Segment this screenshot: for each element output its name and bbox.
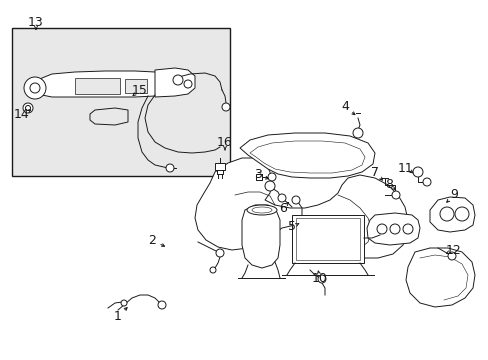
Circle shape xyxy=(216,249,224,257)
Text: 5: 5 xyxy=(287,220,295,234)
Circle shape xyxy=(391,191,399,199)
Bar xyxy=(291,215,363,263)
Text: 8: 8 xyxy=(384,179,392,192)
Text: 13: 13 xyxy=(28,15,44,28)
Polygon shape xyxy=(195,158,407,258)
Text: 6: 6 xyxy=(279,202,286,215)
Circle shape xyxy=(389,224,399,234)
Circle shape xyxy=(352,128,362,138)
Text: 2: 2 xyxy=(148,234,156,247)
Text: 14: 14 xyxy=(14,108,30,122)
Polygon shape xyxy=(38,71,178,97)
Text: 4: 4 xyxy=(340,100,348,113)
Text: 15: 15 xyxy=(132,84,148,96)
Circle shape xyxy=(165,164,174,172)
Circle shape xyxy=(376,224,386,234)
Circle shape xyxy=(278,194,285,202)
Circle shape xyxy=(412,167,422,177)
Bar xyxy=(295,218,359,260)
Text: 10: 10 xyxy=(311,271,327,284)
Polygon shape xyxy=(366,213,419,245)
Polygon shape xyxy=(155,68,195,97)
Circle shape xyxy=(209,267,216,273)
Text: 12: 12 xyxy=(445,243,461,256)
Text: 11: 11 xyxy=(397,162,413,175)
Text: 1: 1 xyxy=(114,310,122,323)
Circle shape xyxy=(25,105,30,111)
Text: 3: 3 xyxy=(254,168,262,181)
Polygon shape xyxy=(90,108,128,125)
Circle shape xyxy=(422,178,430,186)
Circle shape xyxy=(222,103,229,111)
Circle shape xyxy=(267,173,275,181)
Text: 9: 9 xyxy=(449,189,457,202)
Circle shape xyxy=(402,224,412,234)
Circle shape xyxy=(439,207,453,221)
Polygon shape xyxy=(242,205,280,268)
Circle shape xyxy=(447,252,455,260)
Bar xyxy=(12,28,229,176)
Circle shape xyxy=(291,196,299,204)
Circle shape xyxy=(121,300,127,306)
Bar xyxy=(215,163,224,170)
Ellipse shape xyxy=(251,207,271,213)
Circle shape xyxy=(24,77,46,99)
Polygon shape xyxy=(429,197,474,232)
Circle shape xyxy=(158,301,165,309)
Circle shape xyxy=(317,275,325,283)
Bar xyxy=(75,78,120,94)
Bar xyxy=(125,79,147,93)
Ellipse shape xyxy=(246,205,276,215)
Circle shape xyxy=(183,80,192,88)
Circle shape xyxy=(264,181,274,191)
Polygon shape xyxy=(240,133,374,178)
Text: 7: 7 xyxy=(370,166,378,179)
Circle shape xyxy=(23,103,33,113)
Polygon shape xyxy=(405,248,474,307)
Circle shape xyxy=(173,75,183,85)
Circle shape xyxy=(30,83,40,93)
Polygon shape xyxy=(249,141,364,173)
Text: 16: 16 xyxy=(217,136,232,149)
Circle shape xyxy=(454,207,468,221)
